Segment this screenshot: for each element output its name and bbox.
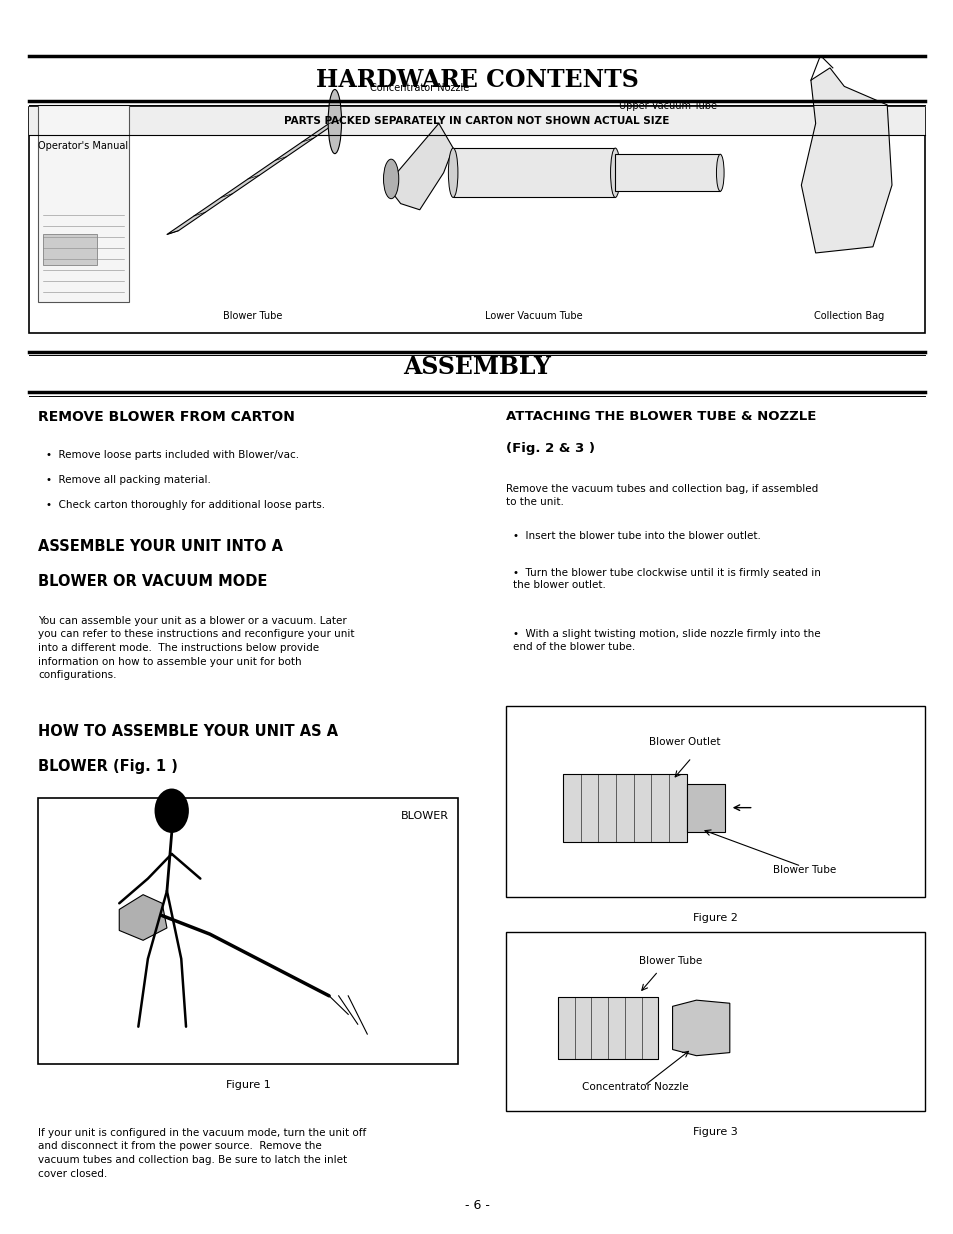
- Text: Blower Tube: Blower Tube: [223, 311, 282, 321]
- Ellipse shape: [448, 148, 457, 197]
- Text: BLOWER: BLOWER: [400, 811, 448, 821]
- Text: - 6 -: - 6 -: [464, 1198, 489, 1212]
- Circle shape: [154, 789, 189, 833]
- Text: Collection Bag: Collection Bag: [813, 311, 883, 321]
- Text: Concentrator Nozzle: Concentrator Nozzle: [581, 1082, 688, 1092]
- Text: •  Check carton thoroughly for additional loose parts.: • Check carton thoroughly for additional…: [46, 500, 325, 510]
- Bar: [43, 234, 97, 265]
- Text: •  Remove loose parts included with Blower/vac.: • Remove loose parts included with Blowe…: [46, 450, 298, 460]
- Bar: [562, 774, 686, 842]
- Bar: [558, 997, 658, 1059]
- Text: Figure 1: Figure 1: [226, 1080, 270, 1090]
- Bar: [29, 107, 924, 135]
- Text: HARDWARE CONTENTS: HARDWARE CONTENTS: [315, 68, 638, 91]
- Text: Figure 3: Figure 3: [693, 1127, 737, 1137]
- Ellipse shape: [610, 148, 619, 197]
- Text: HOW TO ASSEMBLE YOUR UNIT AS A: HOW TO ASSEMBLE YOUR UNIT AS A: [38, 724, 338, 739]
- Text: REMOVE BLOWER FROM CARTON: REMOVE BLOWER FROM CARTON: [38, 410, 294, 423]
- Text: •  Turn the blower tube clockwise until it is firmly seated in
the blower outlet: • Turn the blower tube clockwise until i…: [513, 568, 821, 590]
- Text: ASSEMBLE YOUR UNIT INTO A: ASSEMBLE YOUR UNIT INTO A: [38, 539, 283, 554]
- Text: If your unit is configured in the vacuum mode, turn the unit off
and disconnect : If your unit is configured in the vacuum…: [38, 1128, 366, 1178]
- Ellipse shape: [383, 159, 398, 199]
- Bar: [505, 932, 924, 1111]
- Text: Lower Vacuum Tube: Lower Vacuum Tube: [485, 311, 582, 321]
- Text: ATTACHING THE BLOWER TUBE & NOZZLE: ATTACHING THE BLOWER TUBE & NOZZLE: [505, 410, 815, 423]
- Bar: [615, 154, 720, 191]
- Bar: [686, 784, 724, 832]
- Polygon shape: [386, 123, 453, 210]
- Polygon shape: [672, 1000, 729, 1055]
- Text: Blower Tube: Blower Tube: [772, 865, 835, 875]
- Text: Figure 2: Figure 2: [692, 913, 738, 923]
- Text: Operator's Manual: Operator's Manual: [38, 141, 129, 151]
- Text: •  Remove all packing material.: • Remove all packing material.: [46, 475, 211, 485]
- Text: BLOWER OR VACUUM MODE: BLOWER OR VACUUM MODE: [38, 574, 267, 589]
- Polygon shape: [119, 895, 167, 940]
- Text: •  Insert the blower tube into the blower outlet.: • Insert the blower tube into the blower…: [513, 531, 760, 540]
- Ellipse shape: [716, 154, 723, 191]
- Text: Blower Outlet: Blower Outlet: [648, 737, 720, 747]
- Bar: [38, 798, 457, 1064]
- Text: Remove the vacuum tubes and collection bag, if assembled
to the unit.: Remove the vacuum tubes and collection b…: [505, 484, 817, 507]
- Text: Concentrator Nozzle: Concentrator Nozzle: [370, 83, 469, 93]
- Polygon shape: [167, 120, 340, 234]
- Text: ASSEMBLY: ASSEMBLY: [402, 355, 551, 379]
- Text: BLOWER (Fig. 1 ): BLOWER (Fig. 1 ): [38, 759, 178, 774]
- Text: PARTS PACKED SEPARATELY IN CARTON NOT SHOWN ACTUAL SIZE: PARTS PACKED SEPARATELY IN CARTON NOT SH…: [284, 116, 669, 126]
- Text: (Fig. 2 & 3 ): (Fig. 2 & 3 ): [505, 442, 594, 455]
- Ellipse shape: [328, 90, 341, 154]
- Text: •  With a slight twisting motion, slide nozzle firmly into the
end of the blower: • With a slight twisting motion, slide n…: [513, 629, 820, 652]
- Text: You can assemble your unit as a blower or a vacuum. Later
you can refer to these: You can assemble your unit as a blower o…: [38, 616, 355, 680]
- Bar: [505, 706, 924, 897]
- Bar: [38, 105, 129, 302]
- Polygon shape: [801, 68, 891, 253]
- Text: Blower Tube: Blower Tube: [639, 956, 701, 966]
- Bar: [29, 107, 924, 333]
- Text: Upper Vacuum Tube: Upper Vacuum Tube: [618, 101, 716, 111]
- Bar: [453, 148, 615, 197]
